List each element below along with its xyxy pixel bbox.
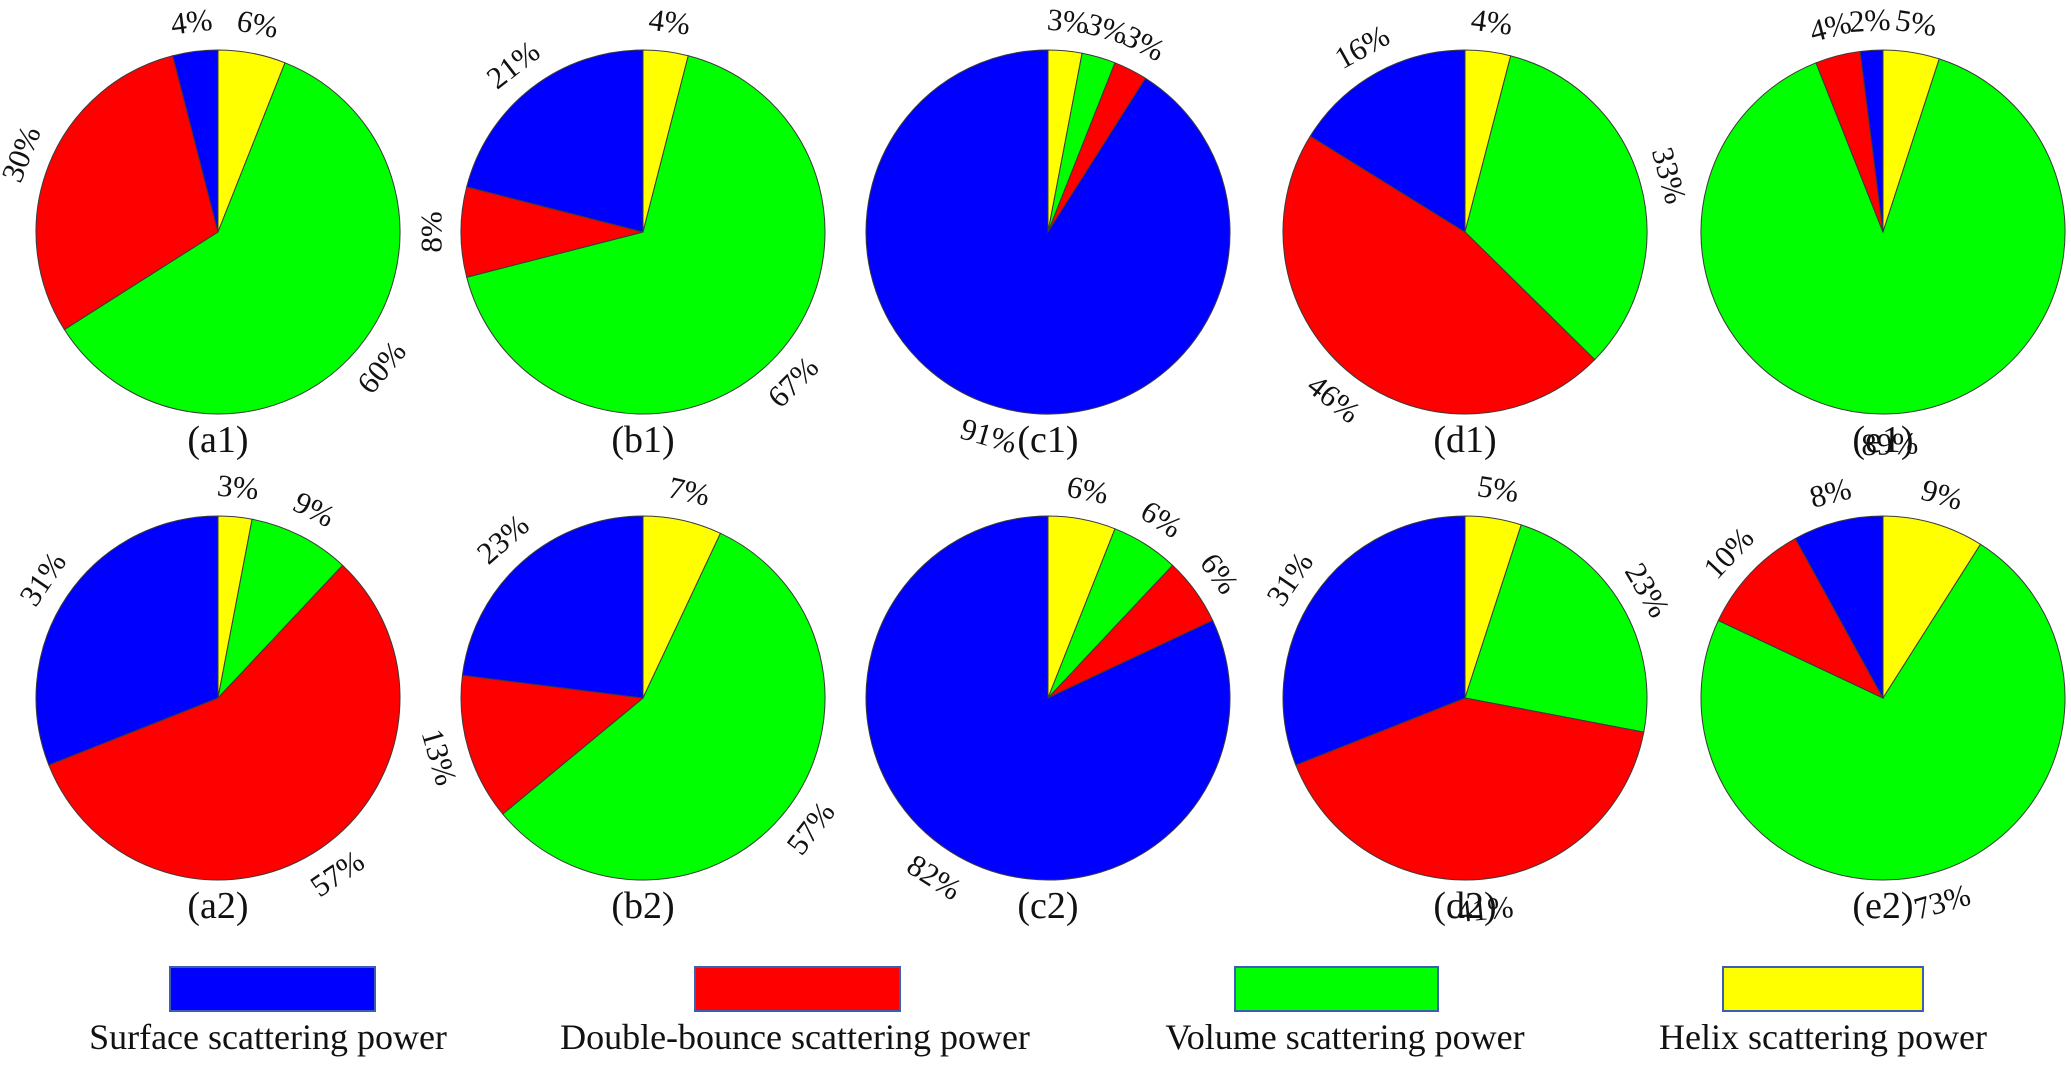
panel-label: (c1) [1017, 419, 1078, 461]
slice-percent-label: 8% [414, 211, 449, 252]
pie-chart: 4%67%8%21%(b1) [414, 2, 826, 461]
slice-percent-label: 6% [1064, 469, 1111, 511]
legend: Surface scattering power Double-bounce sc… [89, 966, 1987, 1057]
slice-percent-label: 23% [1618, 557, 1677, 624]
slice-percent-label: 6% [234, 3, 281, 45]
pie-slice-surface [35, 515, 219, 766]
pie-slice-double-bounce [460, 186, 644, 278]
slice-percent-label: 41% [1455, 889, 1515, 929]
slice-percent-label: 8% [1806, 471, 1855, 515]
slice-percent-label: 9% [288, 484, 341, 534]
pie-slice-volume [502, 532, 826, 881]
legend-item-double-bounce: Double-bounce scattering power [560, 966, 1030, 1057]
pie-slice-surface [865, 515, 1231, 881]
pie-chart: 5%23%41%31%(d2) [1259, 468, 1677, 929]
pie-slice-double-bounce [48, 564, 401, 881]
slice-percent-label: 4% [169, 2, 214, 42]
legend-swatch [1722, 966, 1924, 1012]
legend-swatch [169, 966, 376, 1012]
pie-slice-volume [1464, 55, 1648, 361]
pie-chart: 4%33%46%16%(d1) [1282, 2, 1694, 461]
pie-slice-volume [63, 62, 401, 415]
slice-percent-label: 9% [1917, 472, 1966, 517]
pie-slice-double-bounce [1282, 135, 1596, 415]
pie-slice-volume [1700, 58, 2066, 415]
legend-label: Volume scattering power [1165, 1017, 1524, 1057]
slice-percent-label: 2% [1848, 2, 1891, 40]
slice-percent-label: 3% [1046, 2, 1090, 41]
pie-chart: 5% 89% 4%2% (e1) [1700, 2, 2066, 463]
pie-chart: 6%60%30%4%(a1) [0, 2, 413, 461]
slice-percent-label: 33% [1645, 143, 1694, 207]
pie-chart: 3%3%3%91%(c1) [865, 2, 1231, 461]
panel-label: (d2) [1433, 885, 1496, 927]
panel-label: (a2) [187, 885, 248, 927]
pie-grid: 6%60%30%4%(a1)4%67%8%21%(b1)3%3%3%91%(c1… [0, 2, 2066, 929]
pie-slice-surface [1282, 515, 1466, 766]
panel-label: (c2) [1017, 885, 1078, 927]
panel-label: (a1) [187, 419, 248, 461]
slice-percent-label: 73% [1910, 877, 1974, 926]
pie-slice-surface [1859, 49, 1884, 233]
panel-label: (e1) [1852, 419, 1913, 461]
legend-label: Double-bounce scattering power [560, 1017, 1030, 1057]
pie-slice-surface [1309, 49, 1466, 233]
pie-slice-double-bounce [1295, 697, 1645, 881]
slice-percent-label: 4% [1469, 2, 1514, 42]
slice-percent-label: 3% [216, 468, 260, 507]
pie-slice-double-bounce [460, 674, 645, 815]
slice-percent-label: 91% [957, 411, 1021, 460]
pie-slice-surface [865, 49, 1231, 415]
slice-percent-label: 7% [665, 470, 713, 513]
legend-item-surface: Surface scattering power [89, 966, 447, 1057]
legend-swatch [1234, 966, 1439, 1012]
pie-slice-volume [1464, 524, 1648, 733]
pie-slice-helix [1882, 515, 1982, 700]
legend-item-volume: Volume scattering power [1165, 966, 1525, 1057]
pie-slice-surface [1794, 515, 1884, 699]
slice-percent-label: 5% [1475, 468, 1521, 509]
pie-slice-volume [466, 55, 826, 415]
pie-slice-double-bounce [35, 55, 219, 331]
pie-slice-double-bounce [1717, 537, 1885, 700]
pie-chart: 9%73%10%8%(e2) [1696, 471, 2066, 927]
slice-percent-label: 89% [1861, 426, 1919, 463]
slice-percent-label: 4% [1806, 5, 1855, 49]
pie-slice-volume [217, 518, 344, 700]
legend-swatch [694, 966, 901, 1012]
pie-chart: 7%57%13%23%(b2) [415, 470, 842, 927]
slice-percent-label: 13% [415, 725, 464, 789]
pie-chart: 6%6%6%82% (c2) [865, 469, 1246, 927]
slice-percent-label: 6% [1135, 493, 1189, 545]
legend-item-helix: Helix scattering power [1659, 966, 1987, 1057]
slice-percent-label: 16% [1329, 18, 1396, 76]
panel-label: (b2) [611, 885, 674, 927]
slice-percent-label: 6% [1193, 546, 1246, 600]
slice-percent-label: 4% [647, 2, 692, 42]
legend-label: Helix scattering power [1659, 1017, 1987, 1057]
pie-slice-surface [466, 49, 644, 233]
pie-chart: 3% 9%57%31%(a2) [12, 468, 401, 927]
pie-slice-surface [461, 515, 644, 699]
pie-slice-volume [1700, 543, 2066, 881]
panel-label: (d1) [1433, 419, 1496, 461]
legend-label: Surface scattering power [89, 1017, 447, 1057]
slice-percent-label: 5% [1893, 2, 1939, 43]
panel-label: (e2) [1852, 885, 1913, 927]
panel-label: (b1) [611, 419, 674, 461]
pie-slice-surface [172, 49, 219, 233]
slice-percent-label: 30% [0, 121, 48, 187]
